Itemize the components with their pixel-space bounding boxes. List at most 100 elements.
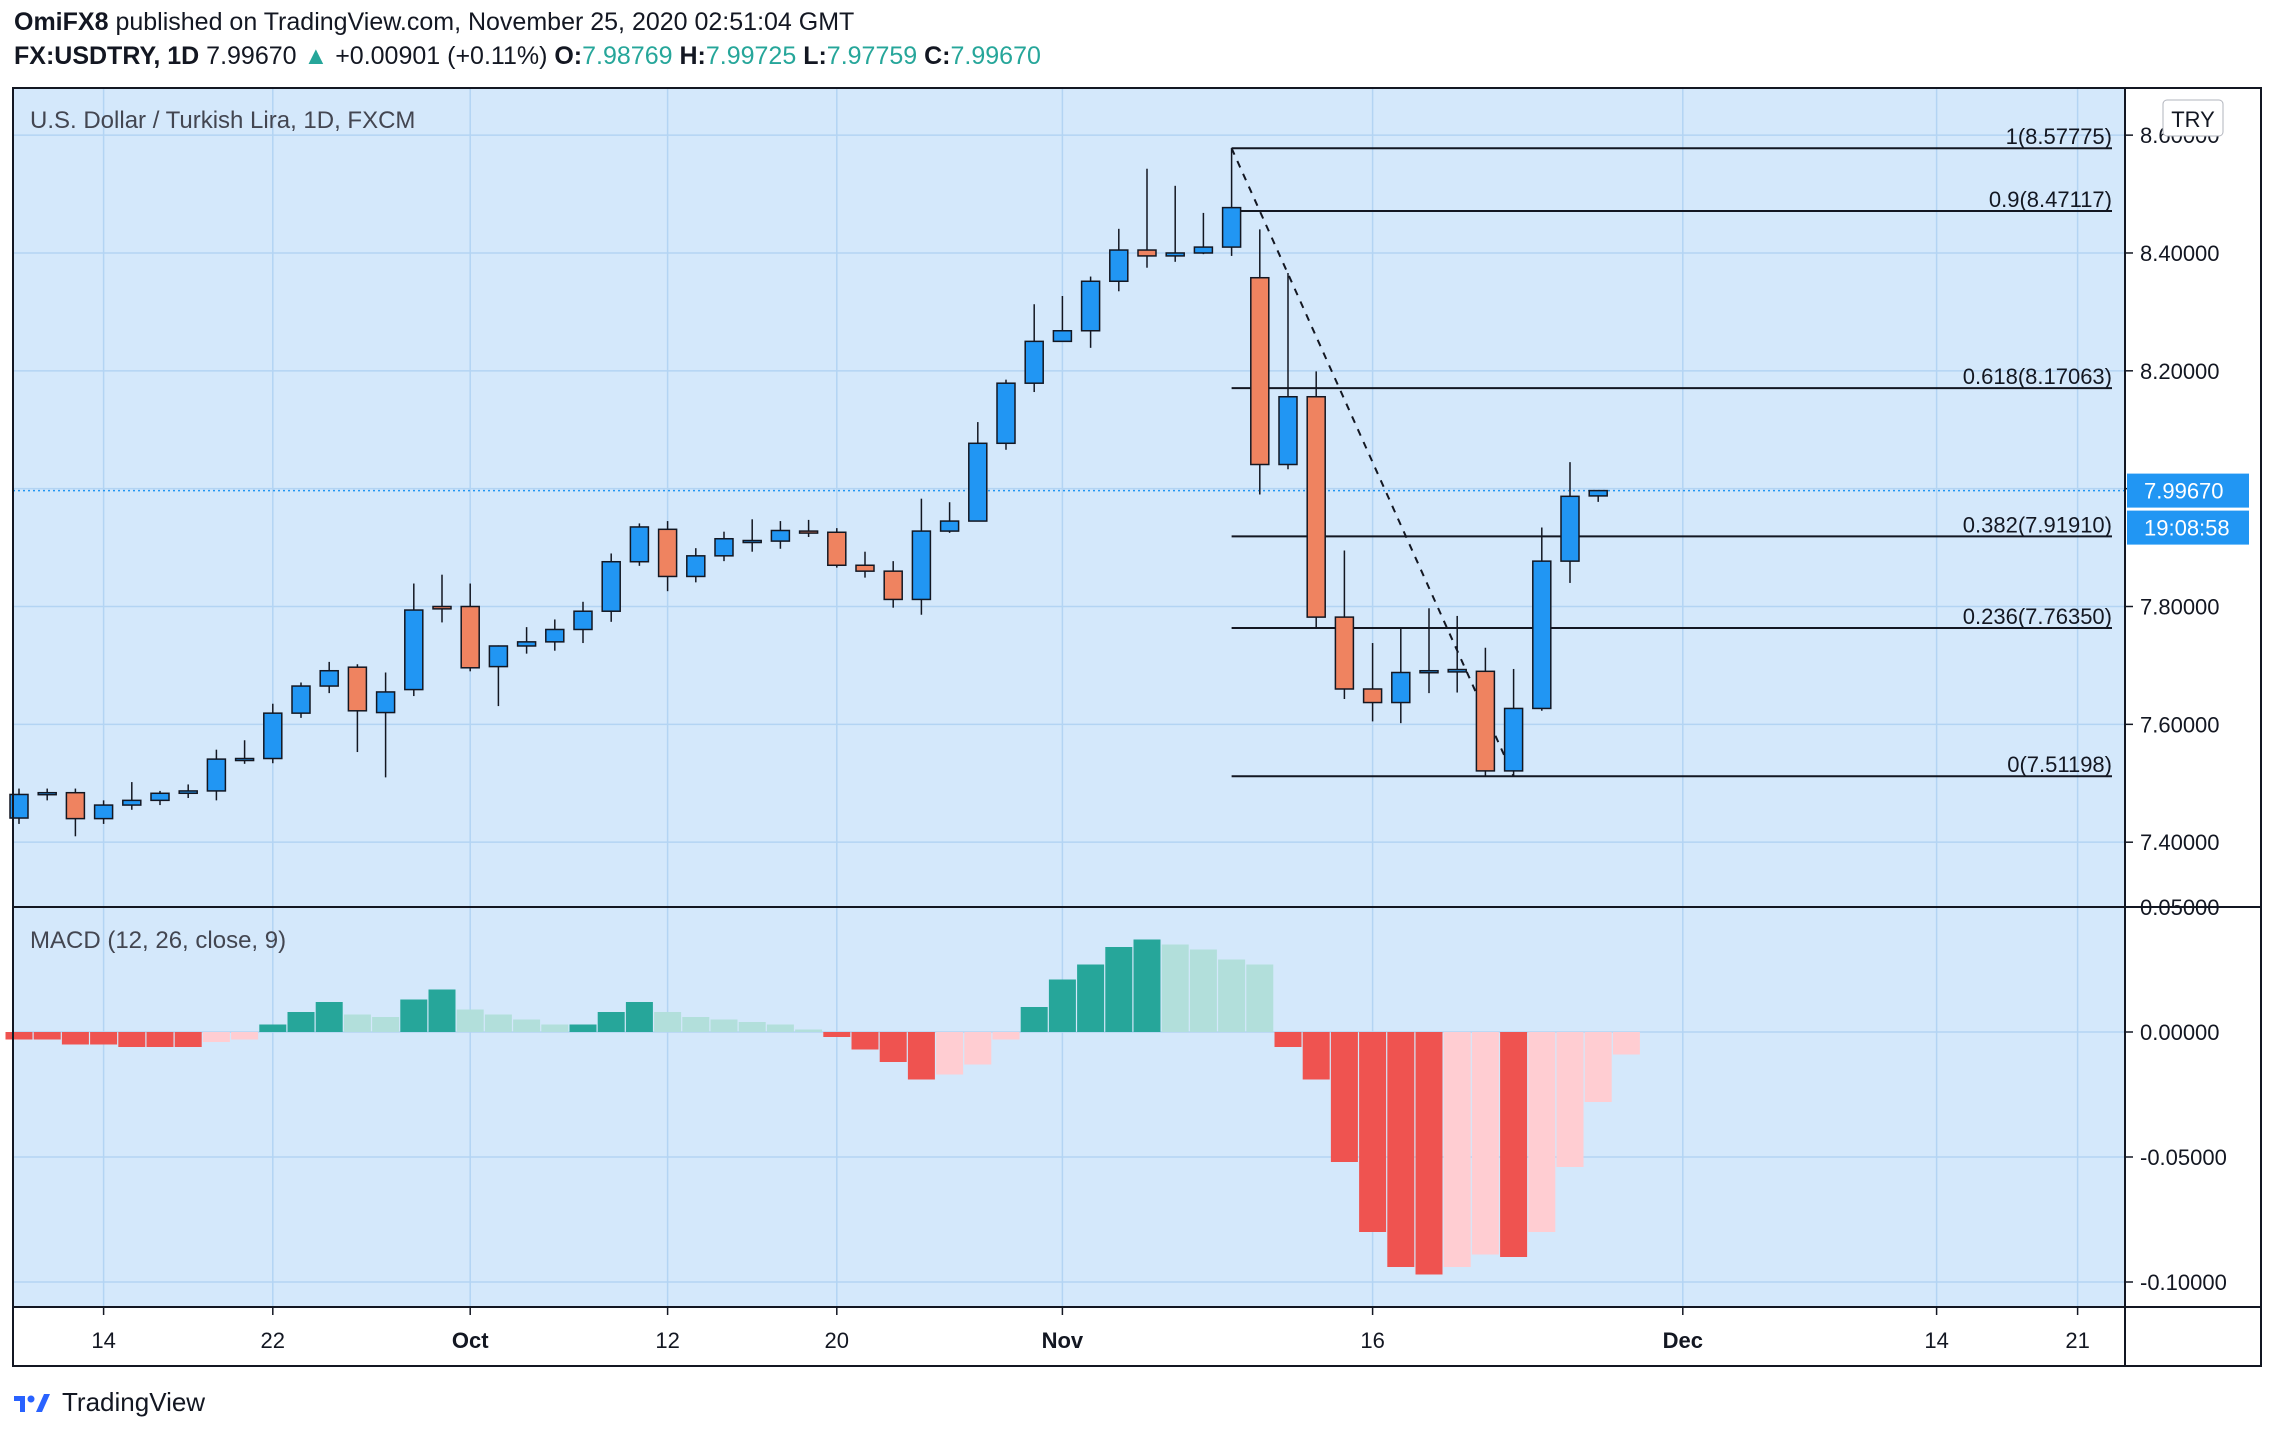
price-tick-label: 7.60000 xyxy=(2140,712,2220,737)
candle-up xyxy=(770,529,791,542)
fib-level-label: 0.9(8.47117) xyxy=(1989,187,2112,212)
macd-histogram-bar xyxy=(823,1032,851,1037)
macd-histogram-bar xyxy=(1415,1032,1443,1275)
macd-histogram-bar xyxy=(1218,959,1246,1032)
fibonacci-retracement[interactable]: 1(8.57775) 0.9(8.47117) 0.618(8.17063) 0.38… xyxy=(1230,124,2112,778)
candle-up xyxy=(263,712,283,760)
fib-trend-line xyxy=(1230,147,1515,777)
time-axis[interactable]: 14 22 Oct 12 20 Nov 16 Dec 14 21 xyxy=(91,1307,2090,1353)
time-tick-label: 20 xyxy=(825,1328,849,1353)
macd-histogram-bar xyxy=(569,1024,597,1032)
macd-histogram-bar xyxy=(766,1024,794,1032)
macd-histogram-bar xyxy=(90,1032,118,1045)
candle-up xyxy=(1193,246,1214,254)
candle-up xyxy=(150,792,170,802)
tradingview-brand[interactable]: TradingView xyxy=(14,1385,205,1419)
macd-title: MACD (12, 26, close, 9) xyxy=(30,927,286,954)
macd-tick-label: 0.00000 xyxy=(2140,1020,2220,1045)
symbol-label: FX:USDTRY, 1D xyxy=(14,42,200,70)
candle-down xyxy=(798,530,819,534)
candle-up xyxy=(1419,669,1439,674)
candle-up xyxy=(1052,330,1073,343)
candle-up xyxy=(234,757,255,762)
currency-badge[interactable] xyxy=(2162,99,2224,137)
macd-histogram-bar xyxy=(654,1012,682,1032)
macd-histogram-bar xyxy=(992,1032,1020,1040)
macd-histogram-bar xyxy=(372,1017,400,1032)
publish-header: OmiFX8 published on TradingView.com, Nov… xyxy=(14,8,854,37)
macd-histogram-bar xyxy=(1612,1032,1640,1055)
author-name[interactable]: OmiFX8 xyxy=(14,8,109,36)
candle-up xyxy=(206,758,227,792)
chart-title: U.S. Dollar / Turkish Lira, 1D, FXCM xyxy=(30,107,415,134)
macd-histogram-bar xyxy=(1161,944,1189,1032)
candle-down xyxy=(1250,276,1270,466)
candle-up xyxy=(1024,340,1044,384)
macd-histogram-bar xyxy=(315,1002,343,1032)
candle-up xyxy=(319,669,339,687)
candle-up xyxy=(37,791,57,796)
candle-up xyxy=(573,610,593,631)
macd-histogram-bar xyxy=(1302,1032,1330,1080)
macd-histogram-bar xyxy=(936,1032,964,1075)
price-tick-label: 7.40000 xyxy=(2140,830,2220,855)
fib-level-label: 1(8.57775) xyxy=(2006,124,2112,149)
candle-up xyxy=(1221,206,1242,248)
candle-up xyxy=(9,793,29,819)
candle-up xyxy=(1588,489,1608,497)
macd-histogram-bar xyxy=(456,1009,484,1032)
macd-histogram-bar xyxy=(1189,949,1217,1032)
price-tick-label: 8.40000 xyxy=(2140,241,2220,266)
candle-up xyxy=(1447,668,1467,673)
macd-histogram-bar xyxy=(1274,1032,1302,1047)
macd-tick-label: -0.05000 xyxy=(2140,1145,2227,1170)
macd-histogram-bar xyxy=(1500,1032,1528,1257)
macd-histogram-bar xyxy=(400,999,428,1032)
macd-histogram-bar xyxy=(1584,1032,1612,1102)
macd-histogram-bar xyxy=(513,1019,541,1032)
fib-level-label: 0(7.51198) xyxy=(2007,752,2112,777)
close-label: C: xyxy=(924,42,951,70)
macd-histogram xyxy=(5,939,1640,1275)
candle-down xyxy=(347,666,368,712)
macd-histogram-bar xyxy=(738,1022,766,1032)
low-value: 7.97759 xyxy=(826,42,918,70)
macd-histogram-bar xyxy=(5,1032,33,1040)
candle-up xyxy=(1165,252,1185,257)
macd-histogram-bar xyxy=(541,1024,569,1032)
time-tick-label: Dec xyxy=(1663,1328,1703,1353)
candle-down xyxy=(65,791,86,820)
macd-histogram-bar xyxy=(1359,1032,1387,1232)
candle-up xyxy=(601,560,621,612)
macd-histogram-bar xyxy=(259,1024,287,1032)
macd-histogram-bar xyxy=(597,1012,625,1032)
open-label: O: xyxy=(554,42,583,70)
last-price: 7.99670 xyxy=(206,42,297,70)
last-price-marker: 7.99670 19:08:58 xyxy=(2127,473,2249,545)
candle-up xyxy=(686,555,706,578)
macd-histogram-bar xyxy=(710,1019,738,1032)
macd-histogram-bar xyxy=(907,1032,935,1080)
macd-histogram-bar xyxy=(879,1032,907,1062)
time-tick-label: 16 xyxy=(1360,1328,1384,1353)
low-label: L: xyxy=(803,42,827,70)
macd-histogram-bar xyxy=(1077,964,1105,1032)
time-tick-label: 12 xyxy=(655,1328,679,1353)
candle-down xyxy=(883,570,903,601)
candle-up xyxy=(742,539,762,544)
candle-up xyxy=(629,526,650,563)
candle-up xyxy=(178,790,198,795)
candle-up xyxy=(1532,560,1552,710)
up-arrow-icon: ▲ xyxy=(303,42,329,70)
candle-down xyxy=(432,605,452,610)
candle-down xyxy=(1362,688,1383,704)
time-tick-label: Oct xyxy=(452,1328,489,1353)
high-label: H: xyxy=(679,42,706,70)
candle-down xyxy=(460,605,480,669)
candle-up xyxy=(1391,671,1411,704)
macd-histogram-bar xyxy=(851,1032,879,1050)
quote-header: FX:USDTRY, 1D 7.99670 ▲ +0.00901 (+0.11%… xyxy=(14,42,1041,71)
candle-down xyxy=(1475,670,1496,772)
macd-histogram-bar xyxy=(1387,1032,1415,1267)
